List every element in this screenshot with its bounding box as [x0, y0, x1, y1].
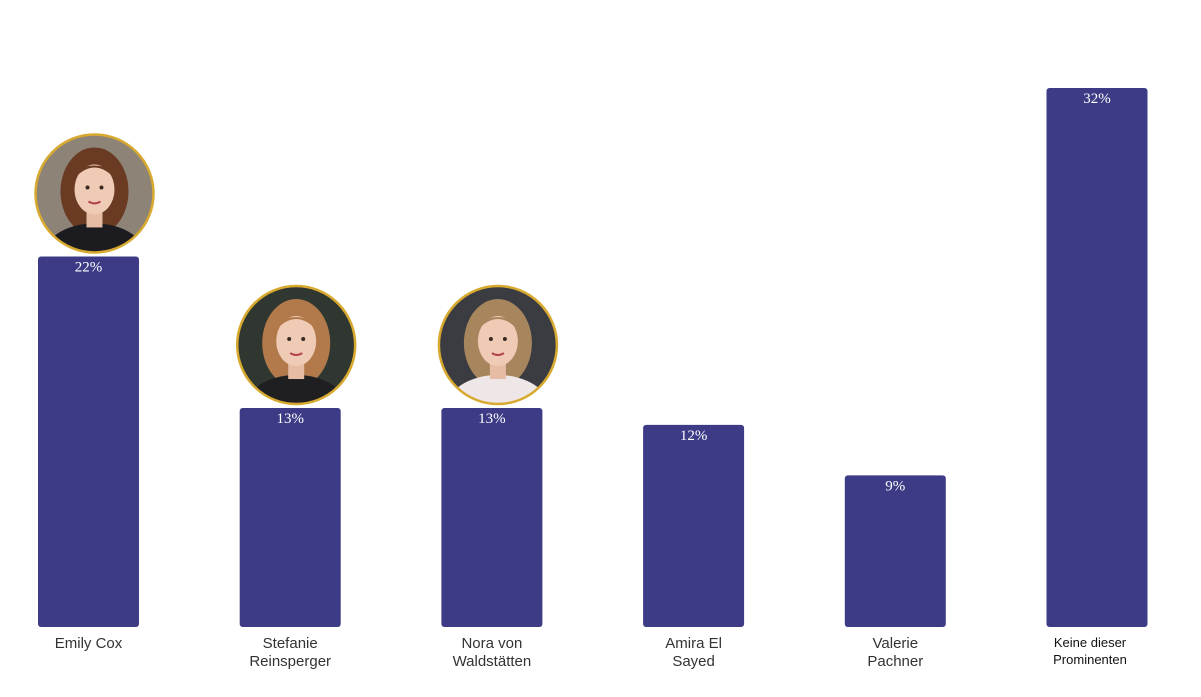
photos-layer: [34, 133, 559, 406]
category-label-line: Reinsperger: [249, 653, 331, 670]
portrait-eye: [85, 185, 90, 190]
category-label-line: Sayed: [672, 653, 715, 670]
portrait-mouth: [87, 200, 102, 205]
portrait-eye: [488, 337, 493, 342]
category-label-keine-dieser-prominenten: Keine dieser Prominenten: [1053, 635, 1127, 667]
category-label-line: Nora von: [461, 635, 522, 652]
bar-amira-el-sayed: [643, 424, 745, 627]
category-label-line: Stefanie: [263, 635, 318, 652]
portrait-nora-von-waldstatten: [438, 286, 557, 405]
portrait-mouth: [289, 352, 303, 357]
portrait-clothing: [244, 375, 349, 405]
bars-layer: [38, 88, 1148, 627]
portrait-eye: [99, 185, 104, 190]
bar-emily-cox: [38, 256, 139, 627]
value-label-stefanie-reinsperger: 13%: [276, 411, 304, 427]
category-label-line: Prominenten: [1053, 652, 1127, 667]
portrait-hair-top: [273, 317, 320, 334]
portrait-eye: [502, 337, 507, 342]
category-label-amira-el-sayed: Amira El Sayed: [665, 635, 722, 670]
value-label-emily-cox: 22%: [75, 259, 103, 275]
portrait-clothing: [445, 375, 550, 405]
value-label-amira-el-sayed: 12%: [680, 428, 708, 444]
category-label-stefanie-reinsperger: Stefanie Reinsperger: [249, 635, 331, 670]
bar-stefanie-reinsperger: [239, 408, 341, 627]
portrait-stefanie-reinsperger: [237, 286, 356, 405]
category-label-line: Keine dieser: [1054, 635, 1127, 650]
category-label-line: Valerie: [873, 635, 919, 652]
bar-nora-von-waldstatten: [441, 408, 543, 627]
portrait-hair-top: [71, 165, 118, 182]
portrait-border: [34, 133, 155, 254]
portrait-face: [477, 316, 518, 367]
labels-layer: 22% Emily Cox 13% Stefanie Reinsperger 13% Nor…: [55, 91, 1127, 670]
category-label-line: Pachner: [867, 653, 923, 670]
portrait-hair-top: [474, 317, 521, 334]
portrait-border: [235, 284, 357, 406]
category-label-nora-von-waldstatten: Nora von Waldstätten: [453, 635, 532, 670]
portrait-clothing: [42, 223, 147, 253]
portrait-face: [276, 316, 317, 367]
portrait-face: [74, 164, 115, 215]
category-label-line: Amira El: [665, 635, 722, 652]
portrait-eye: [301, 337, 306, 342]
portrait-border: [437, 284, 559, 406]
bar-keine-dieser-prominenten: [1046, 88, 1148, 627]
value-label-valerie-pachner: 9%: [885, 478, 905, 494]
bar-valerie-pachner: [844, 475, 946, 627]
portrait-emily-cox: [35, 134, 154, 253]
category-label-valerie-pachner: Valerie Pachner: [867, 635, 923, 670]
value-label-keine-dieser-prominenten: 32%: [1083, 91, 1111, 107]
category-label-line: Waldstätten: [453, 653, 532, 670]
portrait-eye: [287, 337, 292, 342]
value-label-nora-von-waldstatten: 13%: [478, 411, 506, 427]
portrait-mouth: [491, 352, 505, 357]
category-label-line: Emily Cox: [55, 635, 123, 652]
category-label-emily-cox: Emily Cox: [55, 635, 123, 652]
